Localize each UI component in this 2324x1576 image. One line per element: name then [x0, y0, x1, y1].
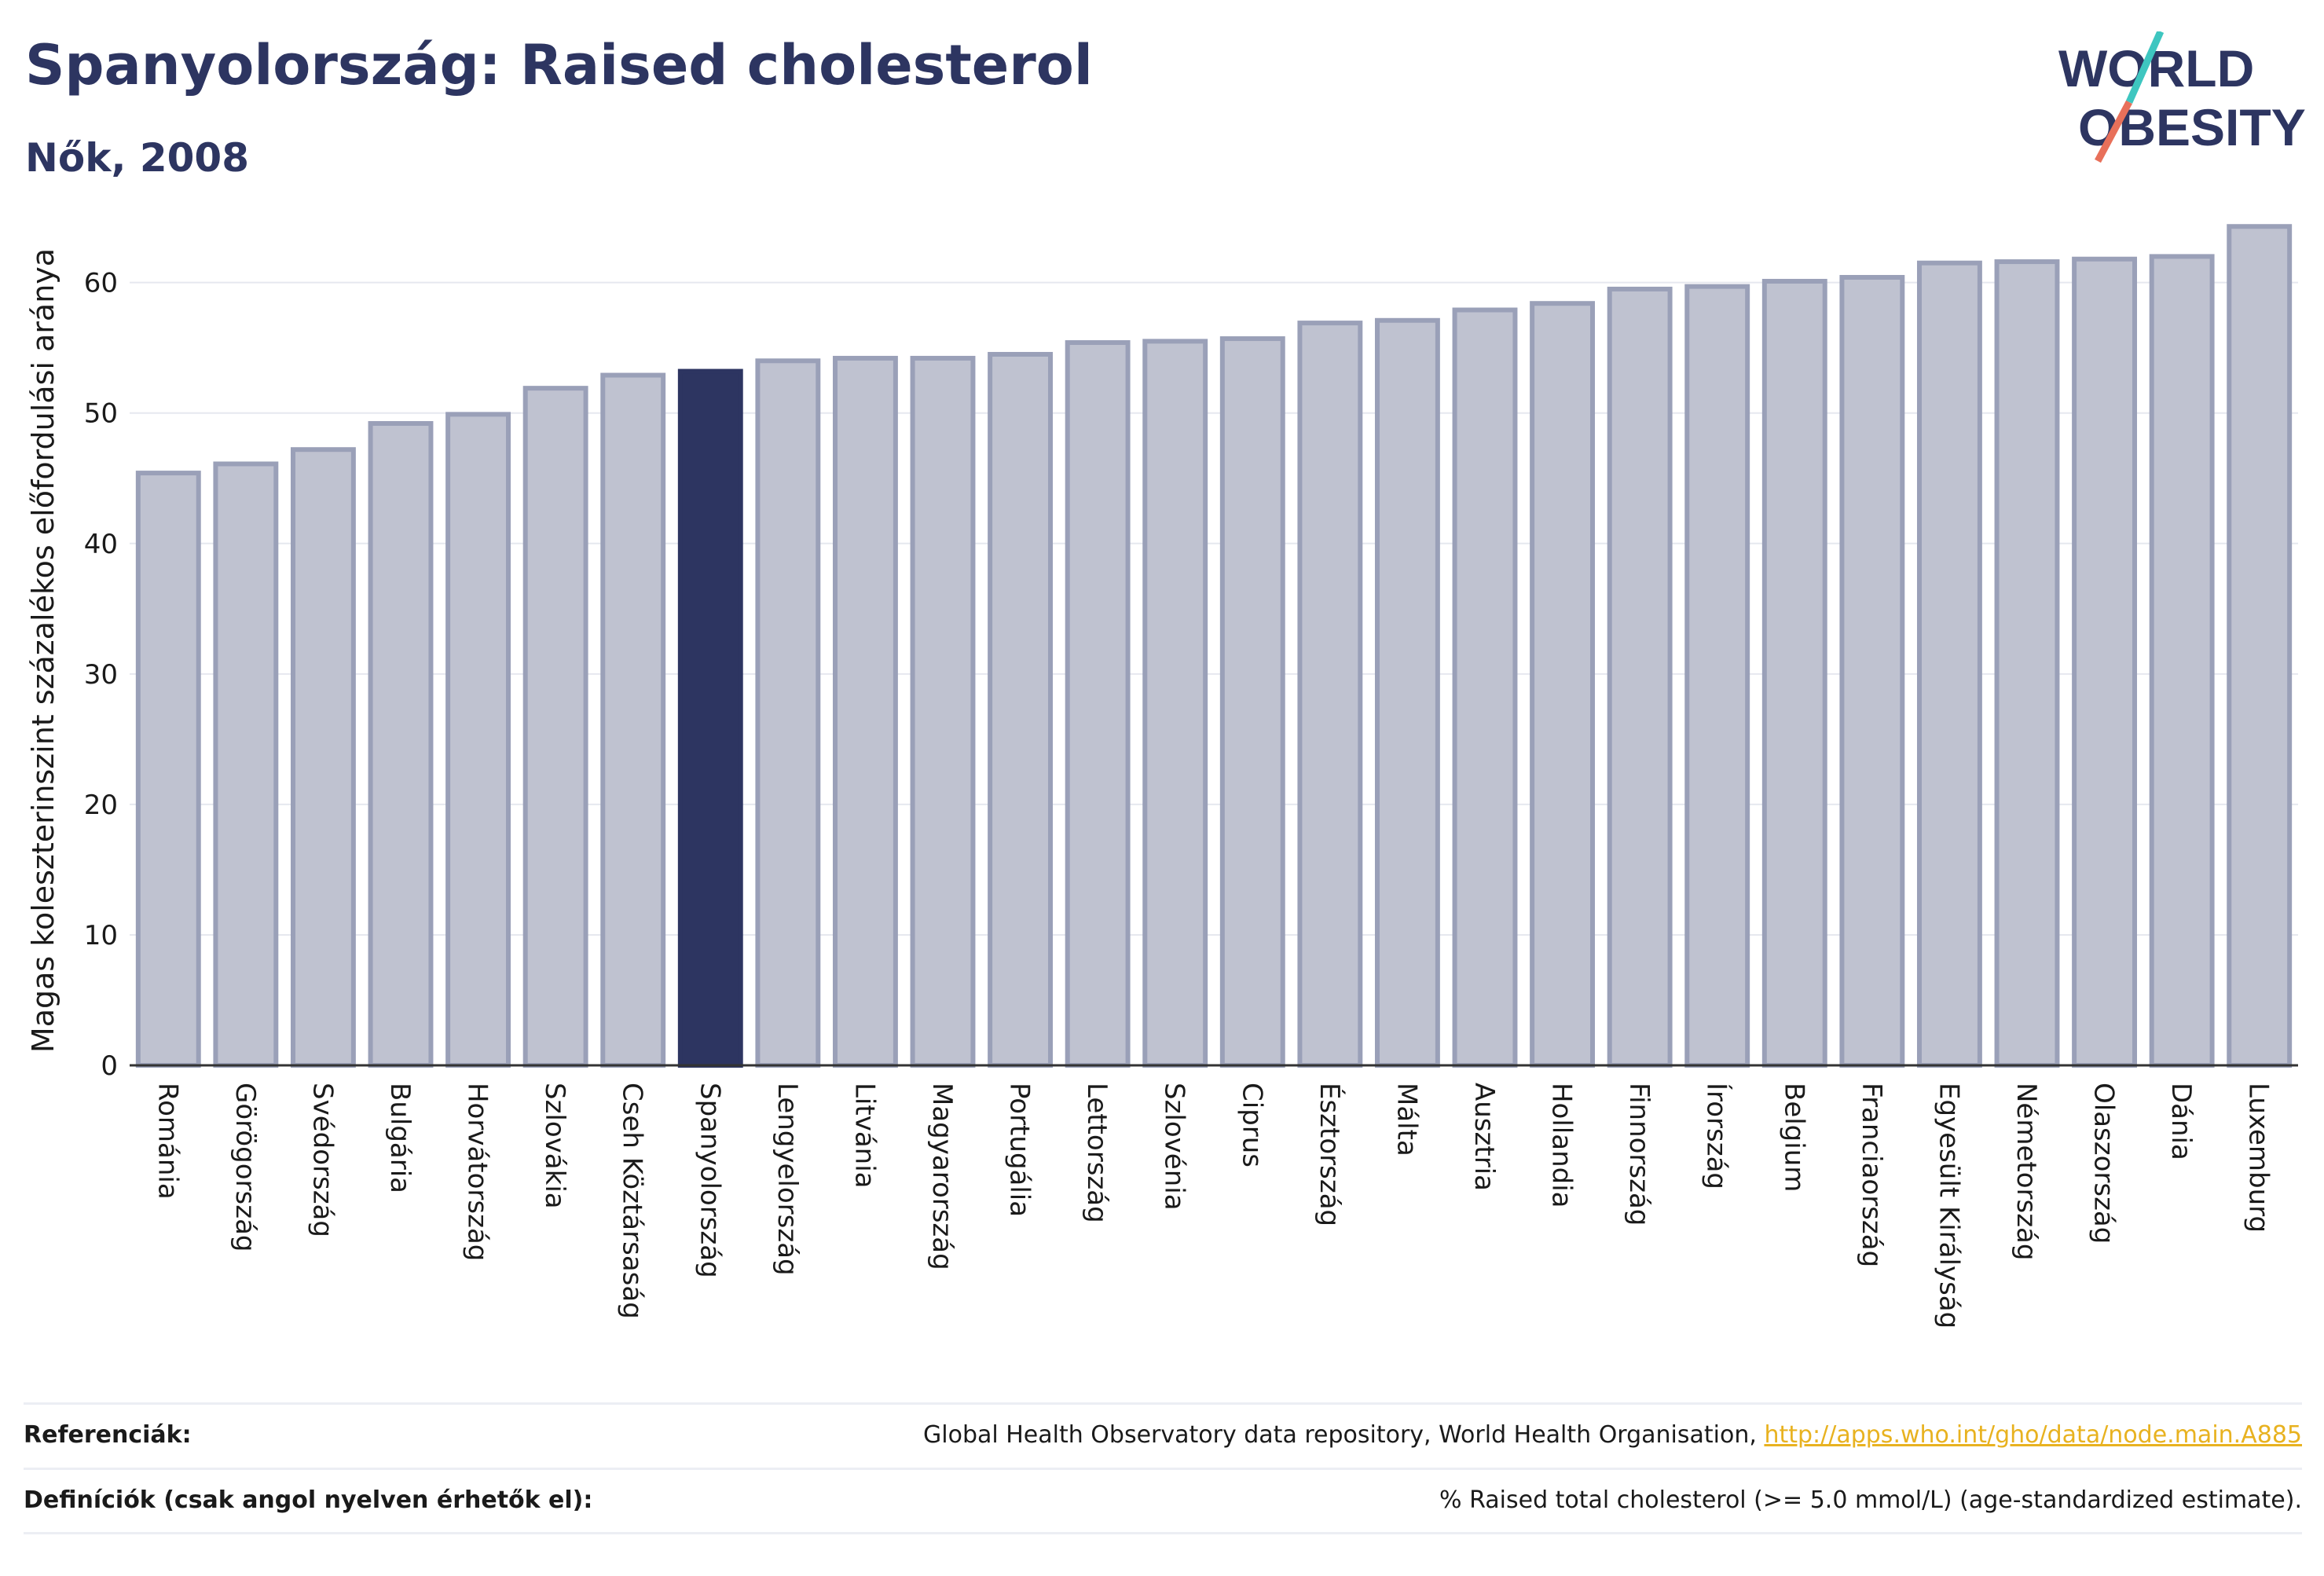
- x-tick-label: Belgium: [1778, 1083, 1809, 1192]
- bar-litvánia: [832, 355, 898, 1068]
- references-text: Global Health Observatory data repositor…: [923, 1420, 1765, 1449]
- x-tick-label: Spanyolország: [694, 1083, 725, 1278]
- x-tick-label: Málta: [1391, 1083, 1422, 1156]
- definitions-label: Definíciók (csak angol nyelven érhetők e…: [24, 1486, 593, 1514]
- y-tick-labels: 0 10 20 30 40 50 60: [84, 268, 118, 1082]
- x-tick-label: Lettország: [1081, 1083, 1113, 1223]
- y-tick-label: 0: [101, 1050, 118, 1082]
- page-title: Spanyolország: Raised cholesterol: [25, 33, 1093, 97]
- world-obesity-logo: WORLD OBESITY: [2058, 31, 2306, 163]
- x-tick-label: Görögország: [229, 1083, 261, 1252]
- x-tick-label: Németország: [2011, 1083, 2042, 1260]
- x-tick-label: Portugália: [1004, 1083, 1036, 1217]
- x-tick-label: Litvánia: [849, 1083, 880, 1189]
- bar-írország: [1684, 284, 1750, 1068]
- y-tick-label: 30: [84, 659, 118, 691]
- x-tick-label: Ciprus: [1236, 1083, 1267, 1167]
- bars: [135, 224, 2293, 1068]
- x-tick-label: Olaszország: [2088, 1083, 2120, 1244]
- bar-svédország: [290, 447, 356, 1068]
- bar-cseh-köztársaság: [600, 372, 666, 1068]
- logo-slash-bottom: [2095, 100, 2132, 163]
- bar-németország: [1994, 259, 2060, 1068]
- x-tick-label: Dánia: [2165, 1083, 2197, 1160]
- bar-olaszország: [2072, 256, 2138, 1068]
- x-tick-labels: Románia Görögország Svédország Bulgária Horv…: [152, 1083, 2274, 1329]
- x-tick-label: Finnország: [1623, 1083, 1655, 1226]
- bar-egyesült-királyság: [1916, 260, 1982, 1068]
- bar-luxemburg: [2227, 224, 2293, 1068]
- y-tick-label: 60: [84, 268, 118, 299]
- definitions-text: % Raised total cholesterol (>= 5.0 mmol/…: [1439, 1486, 2302, 1514]
- x-tick-label: Egyesült Királyság: [1933, 1083, 1964, 1329]
- bar-horvátország: [445, 412, 511, 1068]
- bar-belgium: [1761, 278, 1827, 1068]
- x-tick-label: Svédország: [306, 1083, 338, 1237]
- bar-lettország: [1065, 340, 1131, 1068]
- x-tick-label: Szlovénia: [1159, 1083, 1190, 1211]
- x-tick-label: Románia: [152, 1083, 183, 1200]
- bar-portugália: [988, 351, 1054, 1068]
- y-tick-label: 40: [84, 529, 118, 560]
- bar-szlovénia: [1142, 339, 1208, 1068]
- x-tick-label: Szlovákia: [539, 1083, 570, 1209]
- x-tick-label: Horvátország: [462, 1083, 493, 1261]
- references-label: Referenciák:: [24, 1420, 192, 1449]
- x-tick-label: Lengyelország: [772, 1083, 803, 1276]
- footer-divider: [24, 1532, 2302, 1534]
- bar-málta: [1374, 317, 1440, 1068]
- bar-ciprus: [1219, 336, 1285, 1068]
- bar-lengyelország: [755, 358, 821, 1068]
- bar-észtország: [1297, 321, 1363, 1068]
- x-tick-label: Franciaország: [1856, 1083, 1887, 1267]
- bar-magyarország: [910, 355, 976, 1068]
- y-tick-label: 10: [84, 920, 118, 951]
- bar-dánia: [2149, 254, 2215, 1068]
- references-value: Global Health Observatory data repositor…: [923, 1421, 2302, 1449]
- references-link[interactable]: http://apps.who.int/gho/data/node.main.A…: [1764, 1420, 2302, 1449]
- page-subtitle: Nők, 2008: [25, 135, 250, 181]
- bar-bulgária: [368, 420, 434, 1068]
- bar-görögország: [213, 461, 279, 1068]
- references-row: Referenciák: Global Health Observatory d…: [24, 1402, 2302, 1464]
- x-tick-label: Hollandia: [1546, 1083, 1578, 1208]
- y-tick-label: 50: [84, 398, 118, 430]
- y-axis-label: Magas koleszterinszint százalékos előfor…: [26, 248, 60, 1053]
- bar-chart: 0 10 20 30 40 50 60 Románia Görögország Svédorsz…: [26, 224, 2298, 1329]
- bar-hollandia: [1530, 301, 1596, 1068]
- bar-románia: [135, 471, 201, 1068]
- x-tick-label: Írország: [1701, 1083, 1733, 1189]
- x-tick-label: Magyarország: [926, 1083, 958, 1270]
- x-tick-label: Luxemburg: [2243, 1083, 2275, 1233]
- bar-ausztria: [1452, 307, 1518, 1068]
- logo-slash-top: [2125, 31, 2165, 104]
- bar-spanyolország: [677, 368, 743, 1068]
- bar-szlovákia: [522, 386, 588, 1068]
- y-tick-label: 20: [84, 790, 118, 821]
- definitions-row: Definíciók (csak angol nyelven érhetők e…: [24, 1468, 2302, 1530]
- x-tick-label: Cseh Köztársaság: [617, 1083, 648, 1319]
- bar-finnország: [1607, 286, 1673, 1068]
- x-tick-label: Észtország: [1314, 1083, 1346, 1226]
- bar-franciaország: [1839, 274, 1905, 1068]
- x-tick-label: Ausztria: [1468, 1083, 1500, 1191]
- x-tick-label: Bulgária: [384, 1083, 416, 1193]
